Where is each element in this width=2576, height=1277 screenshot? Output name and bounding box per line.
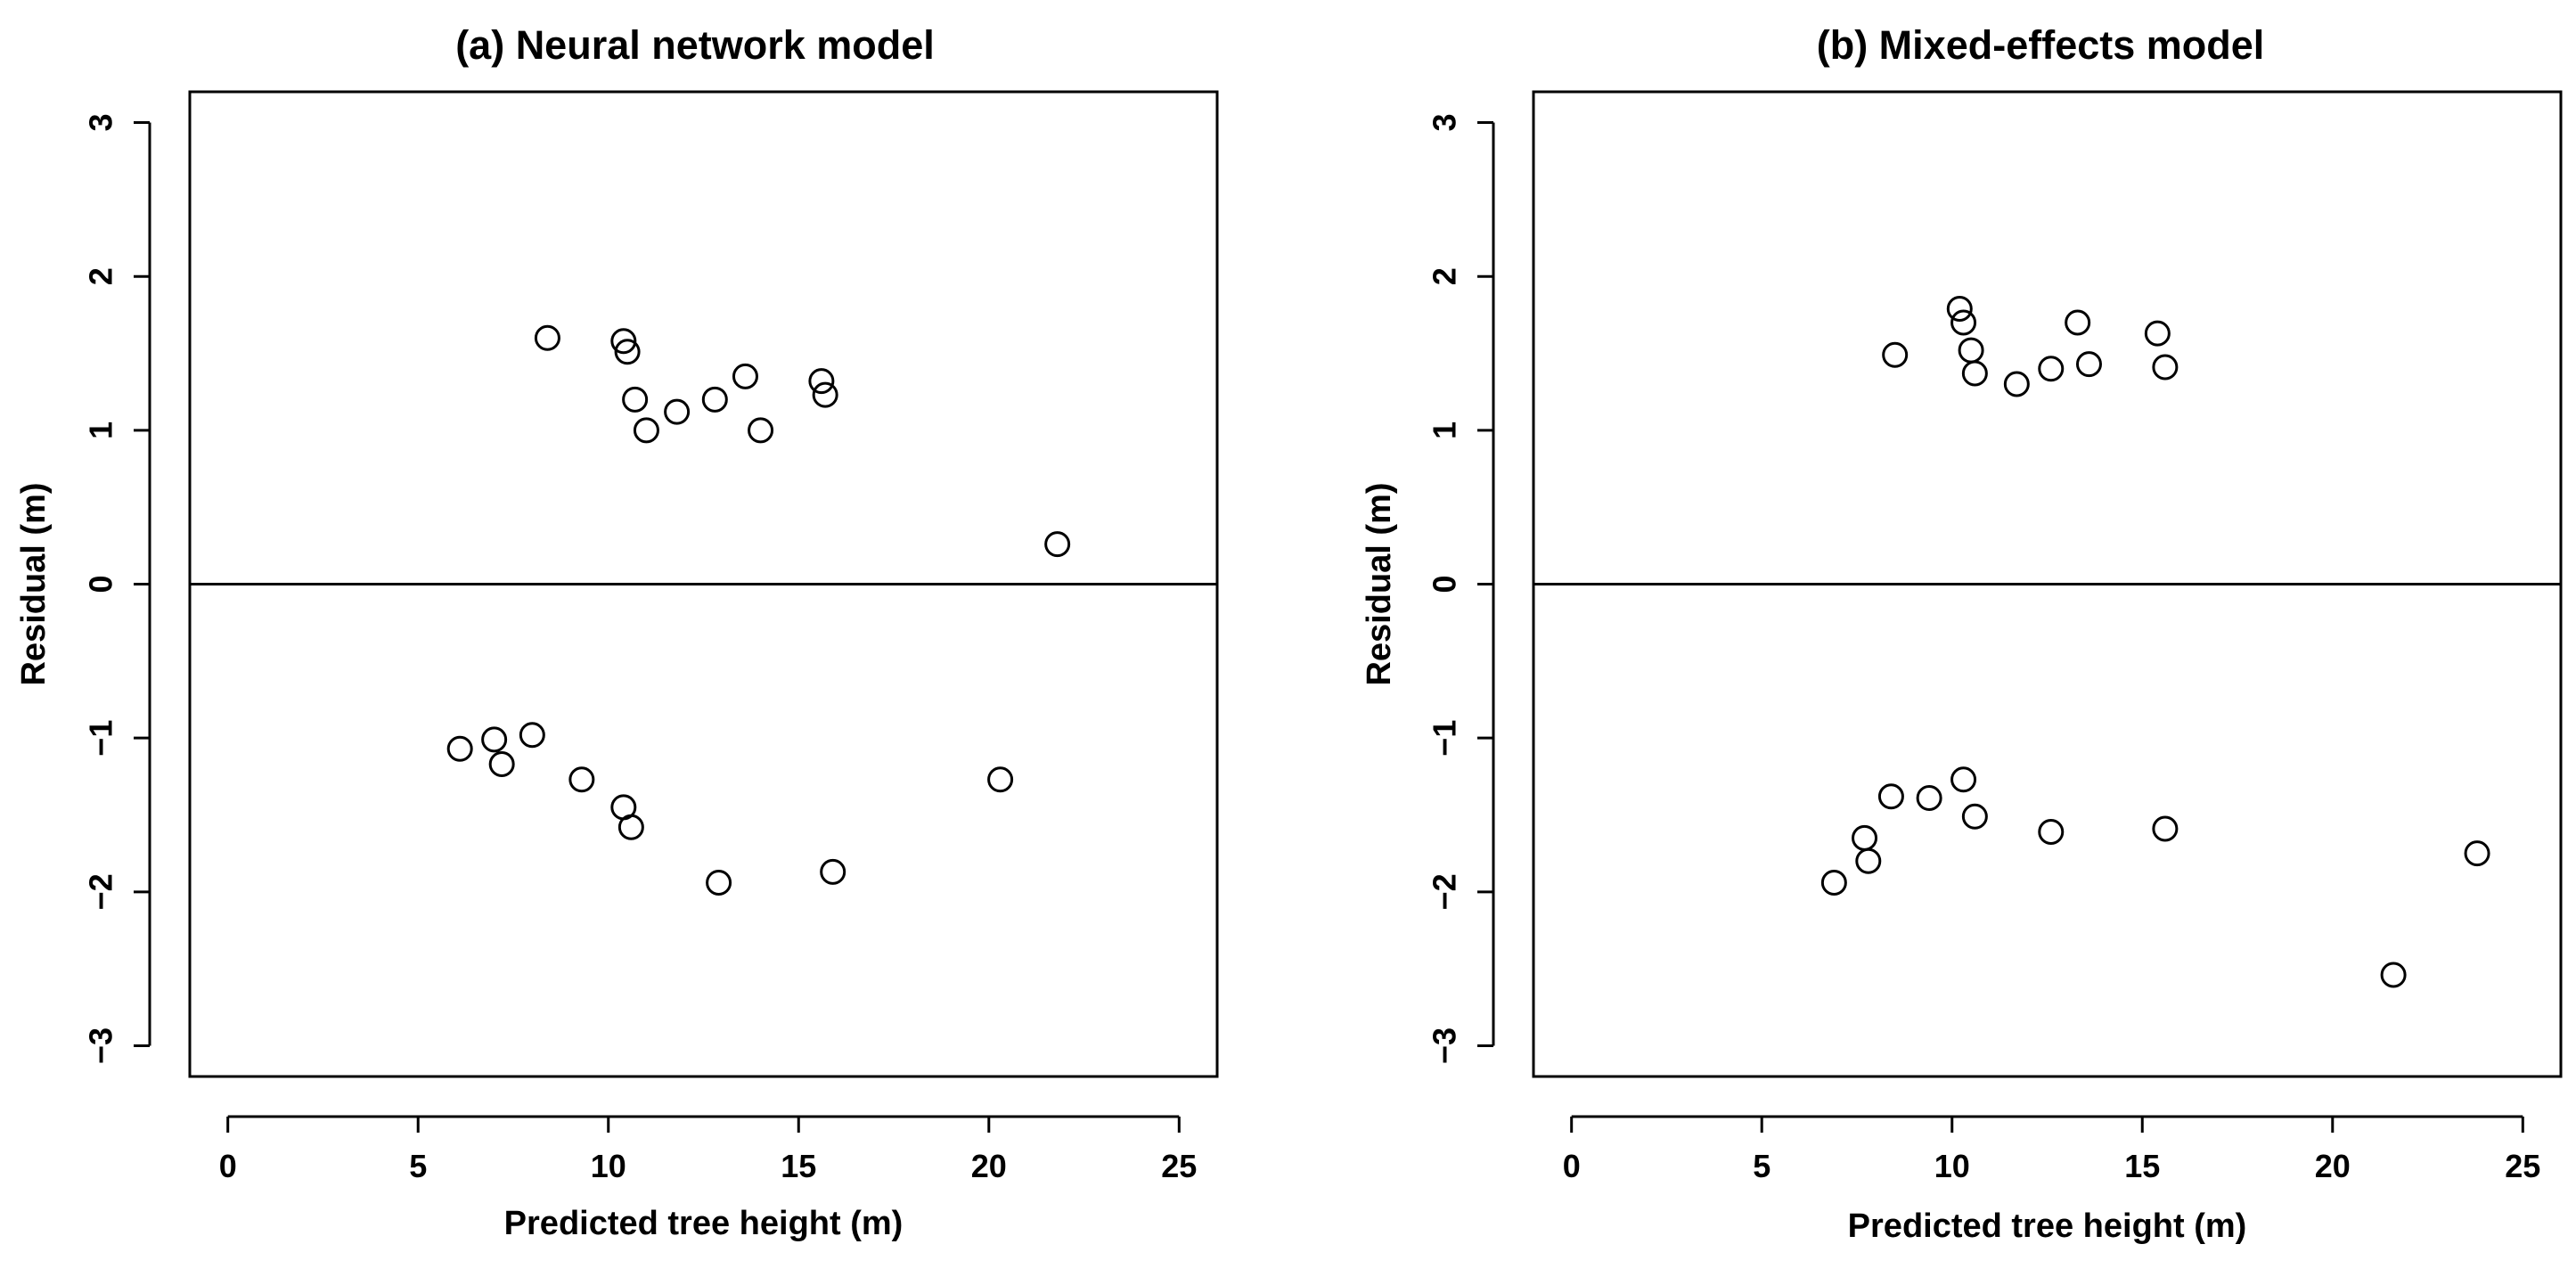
chart-b-y-tick-label: 0 — [1427, 575, 1463, 593]
chart-b-data-point — [1958, 337, 1984, 364]
chart-a-data-point — [1044, 531, 1071, 558]
chart-b-x-tick-label: 5 — [1753, 1148, 1770, 1184]
chart-b-data-point — [2038, 818, 2065, 845]
chart-b-data-point — [2038, 356, 2065, 382]
chart-b-y-tick-label: 3 — [1427, 114, 1463, 132]
chart-a-data-point — [706, 869, 732, 896]
chart-b-y-tick-label: 2 — [1427, 267, 1463, 285]
chart-a-data-point — [610, 328, 637, 355]
chart-a-data-point — [481, 726, 508, 753]
chart-b-data-point — [2464, 840, 2490, 867]
chart-a-data-point — [568, 766, 595, 793]
chart-b-y-tick-label: −1 — [1427, 720, 1463, 757]
chart-a-y-tick-label: −2 — [83, 873, 119, 910]
chart-a-data-point — [748, 417, 774, 444]
chart-b-y-tick-label: −2 — [1427, 873, 1463, 910]
chart-a-x-tick-label: 5 — [409, 1148, 427, 1184]
chart-a-data-point — [732, 363, 758, 389]
chart-a-data-point — [617, 814, 644, 840]
chart-a-y-tick-label: 3 — [83, 114, 119, 132]
chart-b-data-point — [2144, 320, 2171, 347]
chart-a-data-point — [812, 381, 838, 408]
chart-b-x-tick-label: 0 — [1563, 1148, 1581, 1184]
chart-a-data-point — [664, 398, 691, 425]
chart-b-data-point — [1950, 309, 1977, 336]
chart-b-data-point — [1961, 803, 1988, 830]
chart-b-x-tick-label: 25 — [2505, 1148, 2540, 1184]
chart-b-x-tick-label: 10 — [1934, 1148, 1970, 1184]
chart-b-data-point — [1882, 341, 1909, 368]
chart-a-x-tick-label: 20 — [971, 1148, 1007, 1184]
chart-a-y-tick-label: −3 — [83, 1027, 119, 1064]
chart-b-x-tick-label: 20 — [2315, 1148, 2351, 1184]
chart-a-data-point — [633, 417, 659, 444]
chart-a-x-tick-label: 10 — [591, 1148, 626, 1184]
chart-b-data-point — [2003, 371, 2030, 397]
chart-b-y-axis-label: Residual (m) — [1361, 482, 1398, 685]
chart-a-data-point — [534, 324, 560, 351]
chart-b-data-point — [2075, 351, 2102, 378]
chart-a-data-point — [622, 386, 649, 413]
chart-a-x-tick-label: 0 — [219, 1148, 237, 1184]
chart-b-data-point — [1820, 869, 1847, 896]
chart-b-x-tick-label: 15 — [2124, 1148, 2160, 1184]
chart-b-data-point — [2152, 354, 2179, 381]
chart-a-title: (a) Neural network model — [455, 22, 935, 68]
chart-b-data-point — [2380, 962, 2407, 988]
chart-a-x-tick-label: 25 — [1161, 1148, 1197, 1184]
chart-a-data-point — [488, 751, 515, 778]
chart-b-data-point — [2065, 309, 2091, 336]
chart-a-data-point — [808, 368, 835, 395]
chart-a-data-point — [446, 735, 473, 762]
chart-b-title: (b) Mixed-effects model — [1817, 22, 2265, 68]
chart-a-y-tick-label: −1 — [83, 720, 119, 757]
chart-a-data-point — [519, 722, 545, 749]
chart-b-data-point — [2152, 815, 2179, 842]
chart-a-x-axis-label: Predicted tree height (m) — [504, 1205, 904, 1242]
chart-a-x-tick-label: 15 — [781, 1148, 816, 1184]
chart-b-data-point — [1946, 295, 1973, 322]
chart-b-data-point — [1877, 783, 1904, 810]
chart-a-data-point — [820, 858, 846, 885]
chart-b-data-point — [1916, 784, 1942, 811]
chart-a-y-tick-label: 2 — [83, 267, 119, 285]
chart-a-y-tick-label: 0 — [83, 575, 119, 593]
chart-b-data-point — [1961, 360, 1988, 387]
chart-a-y-axis-label: Residual (m) — [15, 482, 53, 685]
chart-a-data-point — [701, 386, 728, 413]
chart-a-data-point — [987, 766, 1014, 793]
panel-b: (b) Mixed-effects model 0 5 10 15 20 25 −3 −2 −1 0… — [1361, 22, 2563, 1245]
chart-b-data-point — [1855, 847, 1882, 874]
chart-b-data-point — [1950, 766, 1977, 793]
chart-b-data-point — [1852, 824, 1878, 851]
chart-b-x-axis-label: Predicted tree height (m) — [1848, 1207, 2247, 1245]
chart-b-y-tick-label: 1 — [1427, 422, 1463, 439]
chart-a-data-point — [614, 339, 641, 365]
chart-a-y-tick-label: 1 — [83, 422, 119, 439]
chart-b-y-tick-label: −3 — [1427, 1027, 1463, 1064]
